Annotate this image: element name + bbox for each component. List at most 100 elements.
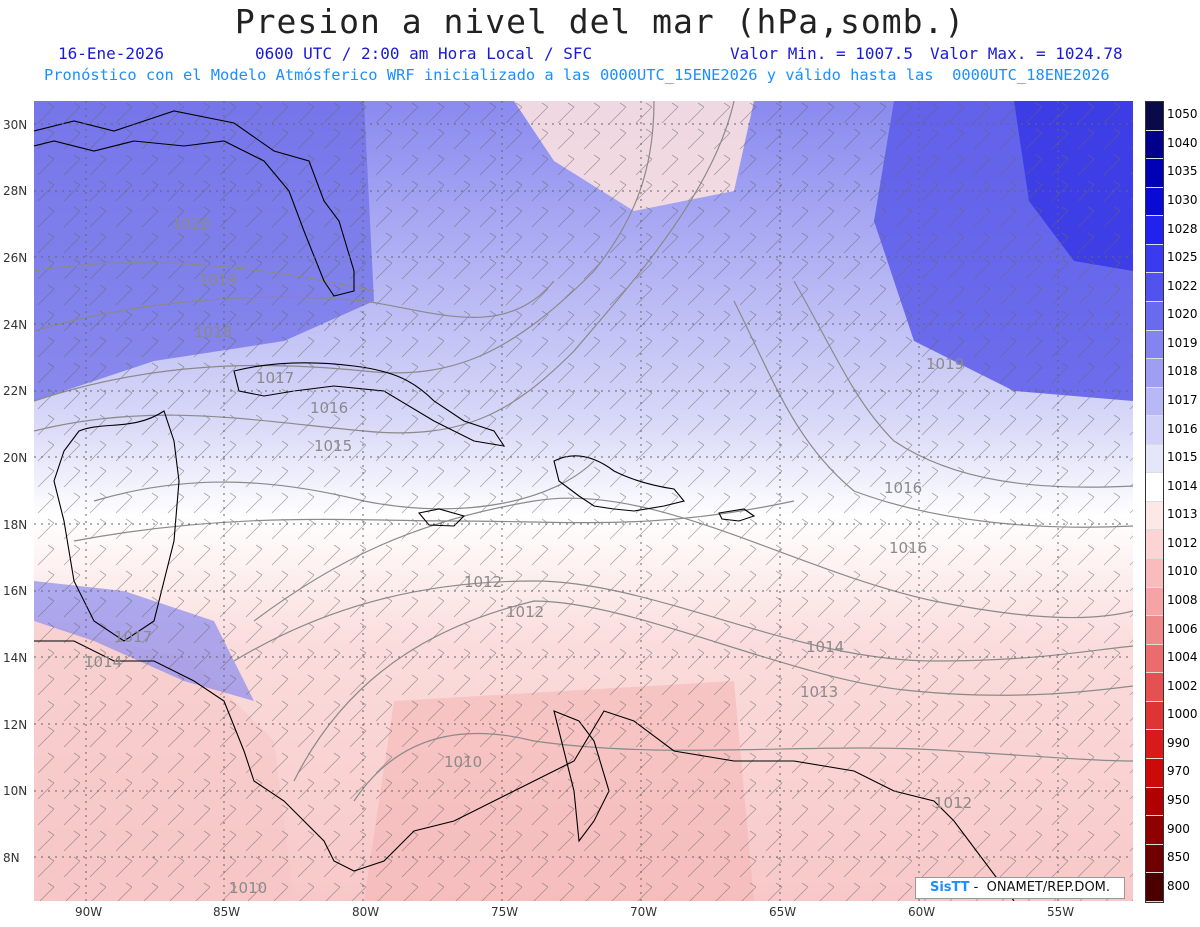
colorbar-swatch <box>1146 644 1163 674</box>
lat-label: 22N <box>3 384 28 398</box>
lat-label: 12N <box>3 718 28 732</box>
colorbar-swatch <box>1146 587 1163 617</box>
hispaniola <box>553 455 685 512</box>
lat-label: 20N <box>3 451 28 465</box>
pressure-map: 1020 1019 1018 1017 1016 1015 1014 1012 … <box>34 101 1133 901</box>
graticule <box>34 101 1133 901</box>
colorbar-swatch <box>1146 416 1163 445</box>
yucatan <box>53 410 180 642</box>
lat-label: 28N <box>3 184 28 198</box>
isobar-label: 1020 <box>172 215 210 233</box>
lon-label: 60W <box>908 905 936 919</box>
colorbar-swatch <box>1146 187 1163 217</box>
isobar-label: 1019 <box>199 271 237 289</box>
lon-label: 75W <box>491 905 519 919</box>
colorbar-label: 1002 <box>1167 678 1198 693</box>
min-value-label: Valor Min. = 1007.5 <box>730 44 914 63</box>
wind-barbs <box>34 101 1133 901</box>
colorbar-label: 1030 <box>1167 193 1198 207</box>
lat-label: 14N <box>3 651 28 665</box>
colorbar-label: 1014 <box>1167 478 1198 493</box>
colorbar-label: 900 <box>1167 821 1190 836</box>
colorbar-label: 1018 <box>1167 364 1198 379</box>
isobar-label: 1010 <box>444 753 482 771</box>
colorbar-swatch <box>1146 330 1163 360</box>
credit-text: - ONAMET/REP.DOM. <box>969 880 1111 895</box>
isobar-label: 1012 <box>464 573 502 591</box>
lat-label: 24N <box>3 318 28 332</box>
colorbar-label: 1004 <box>1167 650 1198 665</box>
colorbar-label: 1006 <box>1167 621 1198 636</box>
date-label: 16-Ene-2026 <box>58 44 164 63</box>
colorbar-label: 990 <box>1167 735 1190 750</box>
isobar-label: 1017 <box>114 628 152 646</box>
colorbar-swatch <box>1146 787 1163 817</box>
map-title: Presion a nivel del mar (hPa,somb.) <box>234 2 966 41</box>
isobar-label: 1016 <box>884 479 922 497</box>
colorbar-label: 1020 <box>1167 307 1198 322</box>
lon-label: 85W <box>213 905 241 919</box>
florida-coast <box>34 110 355 297</box>
isobar-label: 1015 <box>314 437 352 455</box>
puerto-rico <box>718 508 756 522</box>
credit-box: SisTT - ONAMET/REP.DOM. <box>915 877 1125 899</box>
colorbar-label: 1015 <box>1167 450 1198 465</box>
colorbar-label: 1019 <box>1167 335 1198 350</box>
colorbar-swatch <box>1146 616 1163 645</box>
colorbar-swatch <box>1146 273 1163 302</box>
forecast-info: Pronóstico con el Modelo Atmósferico WRF… <box>44 66 1110 84</box>
colorbar-swatch <box>1146 873 1163 902</box>
isobar-label: 1012 <box>934 794 972 812</box>
colorbar-label: 800 <box>1167 878 1190 893</box>
lon-label: 65W <box>769 905 797 919</box>
colorbar-label: 1013 <box>1167 507 1198 522</box>
isobar-label: 1018 <box>194 323 232 341</box>
lat-label: 16N <box>3 584 28 598</box>
central-south-america-coast <box>34 640 1015 901</box>
colorbar-label: 1022 <box>1167 278 1198 293</box>
colorbar-label: 1050 <box>1167 107 1198 122</box>
lon-label: 70W <box>630 905 658 919</box>
colorbar-swatch <box>1146 730 1163 759</box>
cuba <box>233 362 506 447</box>
colorbar-label: 1028 <box>1167 221 1198 236</box>
colorbar <box>1145 101 1164 903</box>
lon-label: 90W <box>75 905 103 919</box>
colorbar-label: 1035 <box>1167 164 1198 179</box>
lat-label: 18N <box>3 518 28 532</box>
jamaica <box>417 508 466 527</box>
lon-label: 55W <box>1047 905 1075 919</box>
colorbar-label: 850 <box>1167 850 1190 865</box>
colorbar-swatch <box>1146 301 1163 331</box>
coastlines <box>34 110 1015 901</box>
isobar-label: 1016 <box>310 399 348 417</box>
colorbar-swatch <box>1146 816 1163 845</box>
colorbar-label: 1040 <box>1167 135 1198 150</box>
colorbar-swatch <box>1146 501 1163 531</box>
isobar-label: 1016 <box>889 539 927 557</box>
lon-label: 80W <box>352 905 380 919</box>
lat-label: 30N <box>3 118 28 132</box>
colorbar-swatch <box>1146 530 1163 559</box>
colorbar-label: 1017 <box>1167 393 1198 407</box>
colorbar-label: 1000 <box>1167 707 1198 722</box>
colorbar-swatch <box>1146 673 1163 702</box>
colorbar-swatch <box>1146 359 1163 388</box>
colorbar-swatch <box>1146 559 1163 588</box>
colorbar-swatch <box>1146 159 1163 188</box>
colorbar-label: 970 <box>1167 764 1190 779</box>
isobar-lines <box>34 101 1133 802</box>
isobar-label: 1012 <box>506 603 544 621</box>
colorbar-label: 1012 <box>1167 535 1198 550</box>
isobar-label: 1014 <box>806 638 844 656</box>
lat-label: 26N <box>3 251 28 265</box>
lat-label: 10N <box>3 784 28 798</box>
colorbar-label: 1016 <box>1167 421 1198 436</box>
lat-label: 8N <box>3 851 20 865</box>
isobar-label: 1017 <box>256 369 294 387</box>
time-label: 0600 UTC / 2:00 am Hora Local / SFC <box>255 44 593 63</box>
colorbar-label: 1025 <box>1167 250 1198 265</box>
lake-maracaibo <box>553 710 610 843</box>
colorbar-swatch <box>1146 444 1163 474</box>
colorbar-swatch <box>1146 758 1163 788</box>
